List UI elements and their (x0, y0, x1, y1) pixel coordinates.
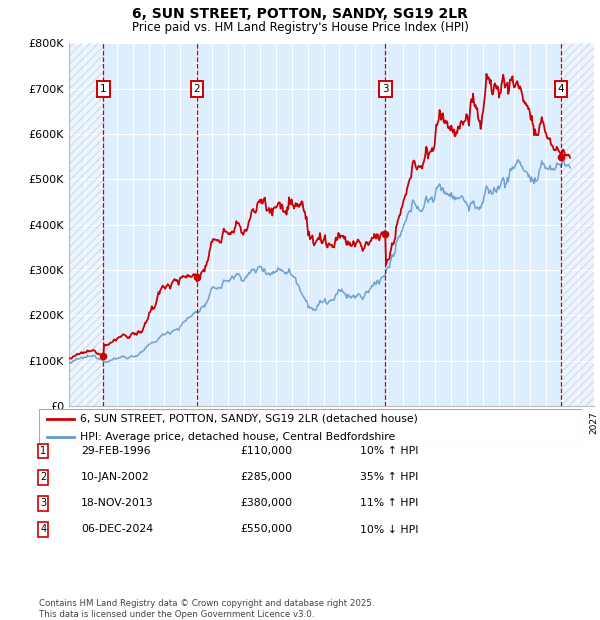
Text: 10-JAN-2002: 10-JAN-2002 (81, 472, 150, 482)
Text: £550,000: £550,000 (240, 525, 292, 534)
Text: 3: 3 (40, 498, 46, 508)
Text: 10% ↑ HPI: 10% ↑ HPI (360, 446, 419, 456)
Text: 18-NOV-2013: 18-NOV-2013 (81, 498, 154, 508)
Text: 3: 3 (382, 84, 389, 94)
Text: 6, SUN STREET, POTTON, SANDY, SG19 2LR (detached house): 6, SUN STREET, POTTON, SANDY, SG19 2LR (… (80, 414, 418, 423)
Text: 06-DEC-2024: 06-DEC-2024 (81, 525, 153, 534)
Text: 11% ↑ HPI: 11% ↑ HPI (360, 498, 418, 508)
Text: £285,000: £285,000 (240, 472, 292, 482)
Text: £380,000: £380,000 (240, 498, 292, 508)
Text: 10% ↓ HPI: 10% ↓ HPI (360, 525, 419, 534)
Text: Contains HM Land Registry data © Crown copyright and database right 2025.
This d: Contains HM Land Registry data © Crown c… (39, 600, 374, 619)
Text: £110,000: £110,000 (240, 446, 292, 456)
Text: 1: 1 (100, 84, 107, 94)
Text: 6, SUN STREET, POTTON, SANDY, SG19 2LR: 6, SUN STREET, POTTON, SANDY, SG19 2LR (132, 7, 468, 22)
Text: 29-FEB-1996: 29-FEB-1996 (81, 446, 151, 456)
Text: 4: 4 (40, 525, 46, 534)
Text: HPI: Average price, detached house, Central Bedfordshire: HPI: Average price, detached house, Cent… (80, 432, 395, 441)
Text: 2: 2 (193, 84, 200, 94)
Text: 4: 4 (558, 84, 565, 94)
Text: Price paid vs. HM Land Registry's House Price Index (HPI): Price paid vs. HM Land Registry's House … (131, 21, 469, 34)
Text: 1: 1 (40, 446, 46, 456)
Text: 2: 2 (40, 472, 46, 482)
Text: 35% ↑ HPI: 35% ↑ HPI (360, 472, 418, 482)
